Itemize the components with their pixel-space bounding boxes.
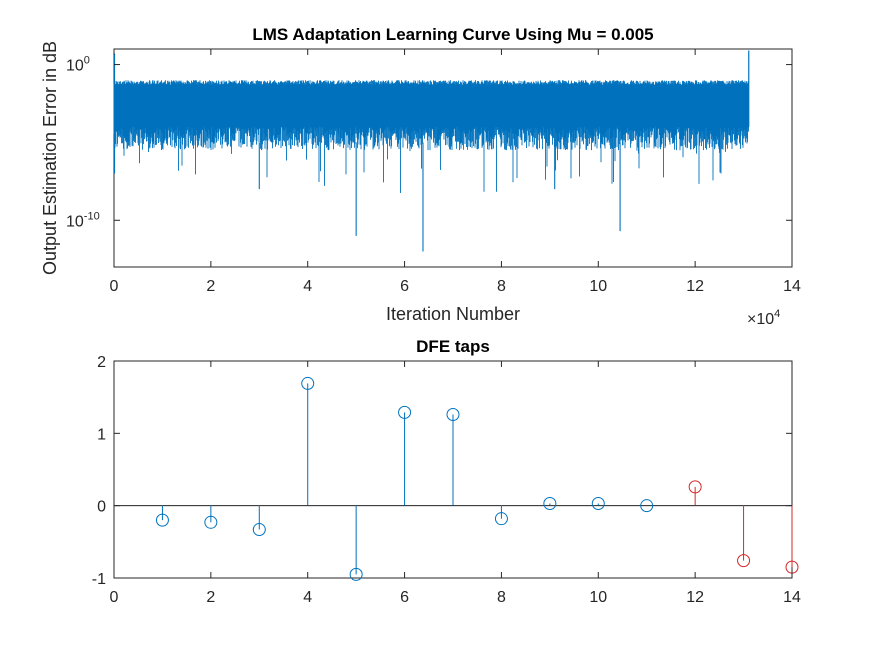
stem-marker (301, 376, 315, 390)
x-tick-label: 6 (400, 589, 409, 606)
x-tick-label: 12 (686, 589, 704, 606)
x-tick-label: 2 (206, 278, 215, 295)
x-exponent-label: ×104 (747, 308, 780, 328)
x-tick-label: 10 (589, 278, 607, 295)
y-tick-label: 2 (97, 354, 106, 371)
dfe-taps-series (114, 376, 799, 581)
stem-marker (446, 408, 460, 422)
y-tick-label: 100 (66, 55, 90, 75)
x-tick-label: 4 (303, 589, 312, 606)
x-tick-label: 14 (783, 589, 801, 606)
stem-marker (737, 554, 751, 568)
stem-marker (688, 480, 702, 494)
stem-marker (640, 499, 654, 513)
learning-curve-core (114, 86, 749, 112)
x-tick-label: 8 (497, 589, 506, 606)
stem-marker (252, 523, 266, 537)
x-tick-label: 6 (400, 278, 409, 295)
x-tick-label: 10 (589, 589, 607, 606)
learning-curve-axes: 0 2 4 6 8 10 12 14 100 10-10 LMS Adaptation Learn… (40, 25, 801, 328)
x-tick-label: 2 (206, 589, 215, 606)
learning-curve-y-label: Output Estimation Error in dB (40, 41, 60, 275)
x-tick-label: 0 (110, 589, 119, 606)
y-tick-label: -1 (92, 571, 106, 588)
stem-marker (591, 496, 605, 510)
stem-marker (543, 496, 557, 510)
y-tick-label-group: 100 (66, 55, 90, 75)
x-tick-label: 4 (303, 278, 312, 295)
stem-marker (349, 567, 363, 581)
learning-curve-series (113, 50, 750, 252)
y-tick-label: 1 (97, 426, 106, 443)
dfe-taps-title: DFE taps (416, 337, 490, 356)
x-tick-label: 8 (497, 278, 506, 295)
stem-marker (155, 513, 169, 527)
y-tick-label: 10-10 (66, 210, 100, 230)
y-tick-label-group: 10-10 (66, 210, 100, 230)
stem-marker (398, 405, 412, 419)
x-tick-label: 12 (686, 278, 704, 295)
stem-marker (204, 515, 218, 529)
x-tick-label: 0 (110, 278, 119, 295)
learning-curve-title: LMS Adaptation Learning Curve Using Mu =… (252, 25, 653, 44)
learning-curve-x-label: Iteration Number (386, 304, 520, 324)
stem-marker (494, 512, 508, 526)
y-tick-label: 0 (97, 499, 106, 516)
x-tick-label: 14 (783, 278, 801, 295)
